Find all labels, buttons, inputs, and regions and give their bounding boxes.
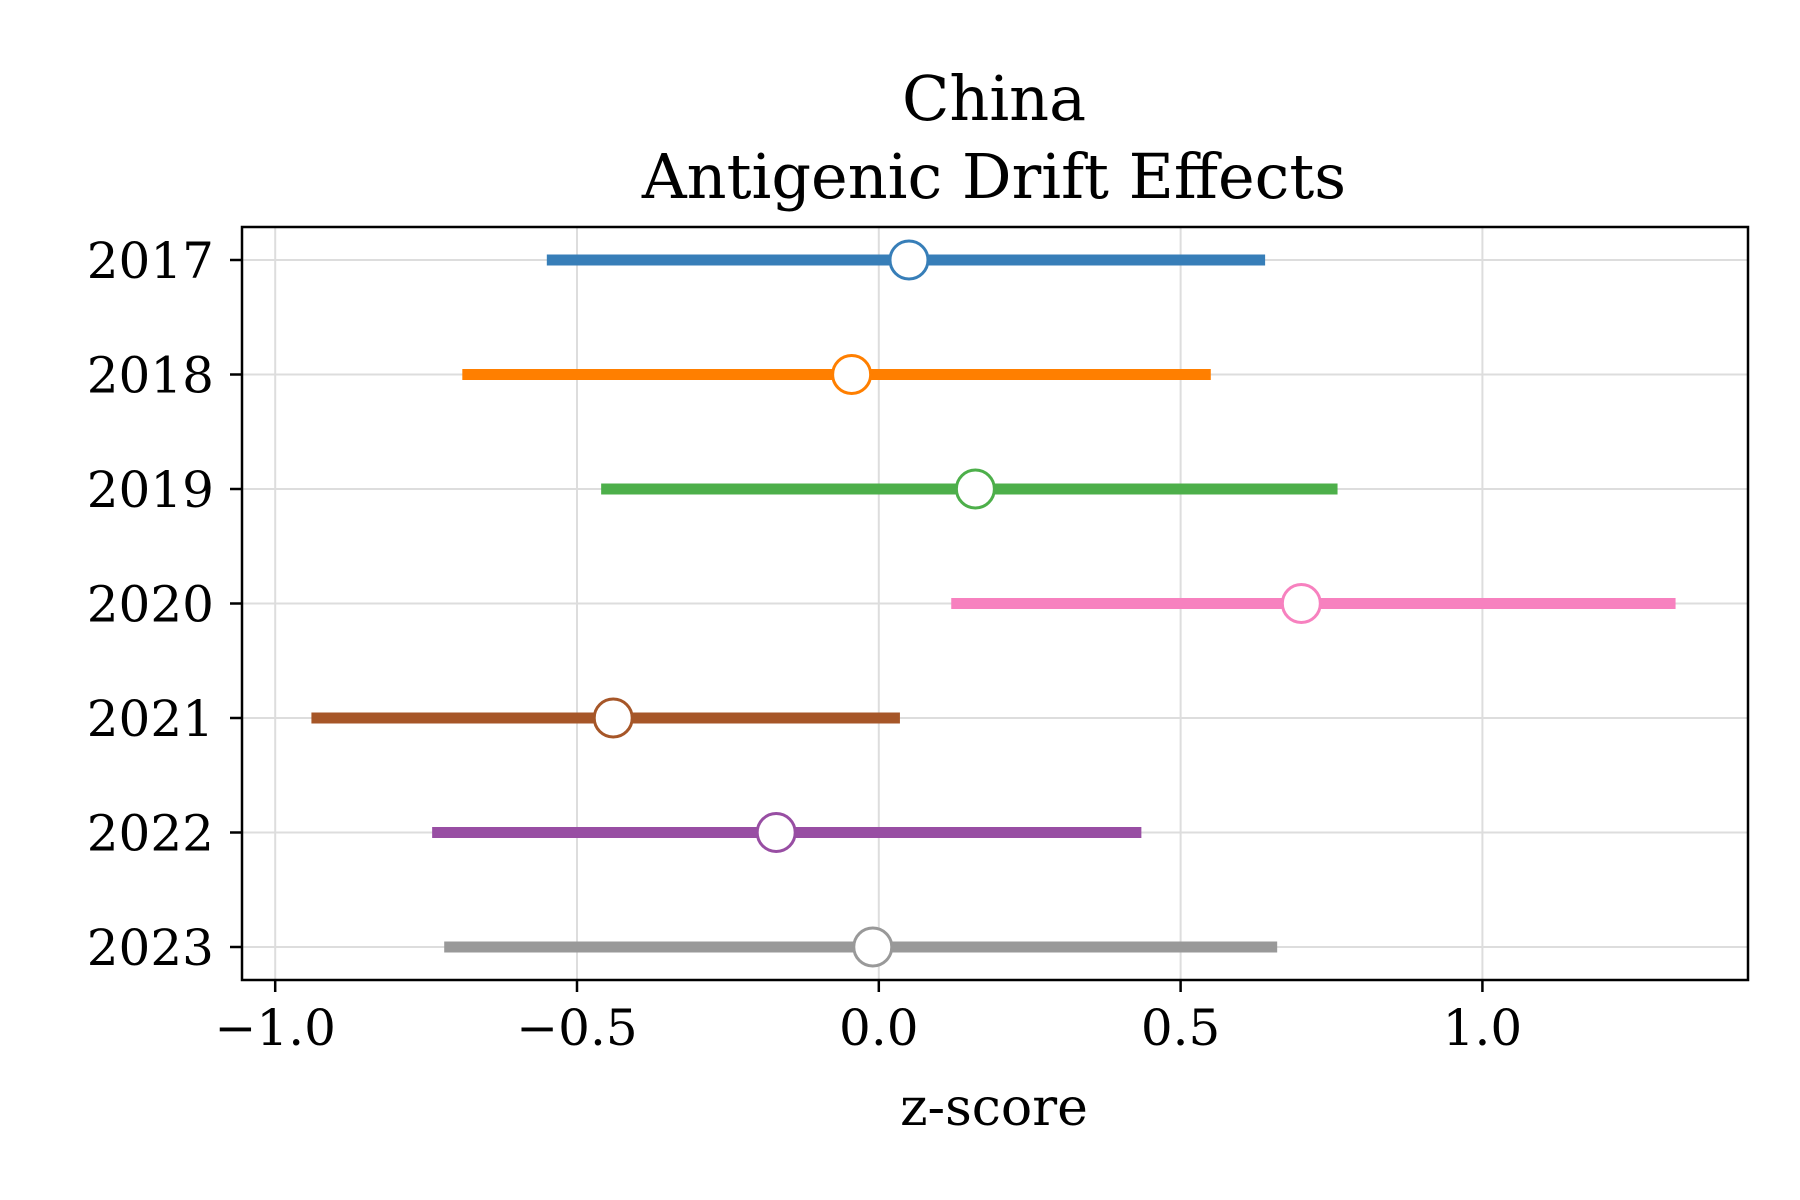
chart-title-line2: Antigenic Drift Effects (641, 140, 1346, 213)
x-tick-label: −1.0 (214, 999, 335, 1057)
x-tick-label: −0.5 (516, 999, 637, 1057)
chart-title-line1: China (902, 62, 1086, 135)
point-estimate-2020 (1280, 583, 1322, 624)
y-tick-label: 2020 (87, 576, 214, 634)
y-tick-label: 2021 (87, 690, 214, 748)
y-axis-ticks: 2017 2018 2019 2020 2021 2022 2023 (87, 232, 242, 977)
x-tick-label: 0.0 (839, 999, 919, 1057)
point-estimates (592, 239, 1322, 968)
y-tick-label: 2018 (87, 347, 214, 405)
point-estimate-2021 (592, 697, 634, 739)
x-axis-ticks: −1.0 −0.5 0.0 0.5 1.0 (214, 980, 1522, 1057)
x-tick-label: 1.0 (1443, 999, 1523, 1057)
y-tick-label: 2023 (87, 919, 214, 977)
y-tick-label: 2019 (87, 461, 214, 519)
point-estimate-2022 (755, 812, 797, 853)
point-estimate-2017 (888, 239, 930, 281)
x-axis-label: z-score (900, 1078, 1088, 1138)
point-estimate-2018 (831, 354, 873, 395)
y-tick-label: 2017 (87, 232, 214, 290)
x-tick-label: 0.5 (1141, 999, 1221, 1057)
point-estimate-2019 (954, 468, 996, 510)
point-estimate-2023 (852, 926, 894, 968)
y-tick-label: 2022 (87, 805, 214, 863)
